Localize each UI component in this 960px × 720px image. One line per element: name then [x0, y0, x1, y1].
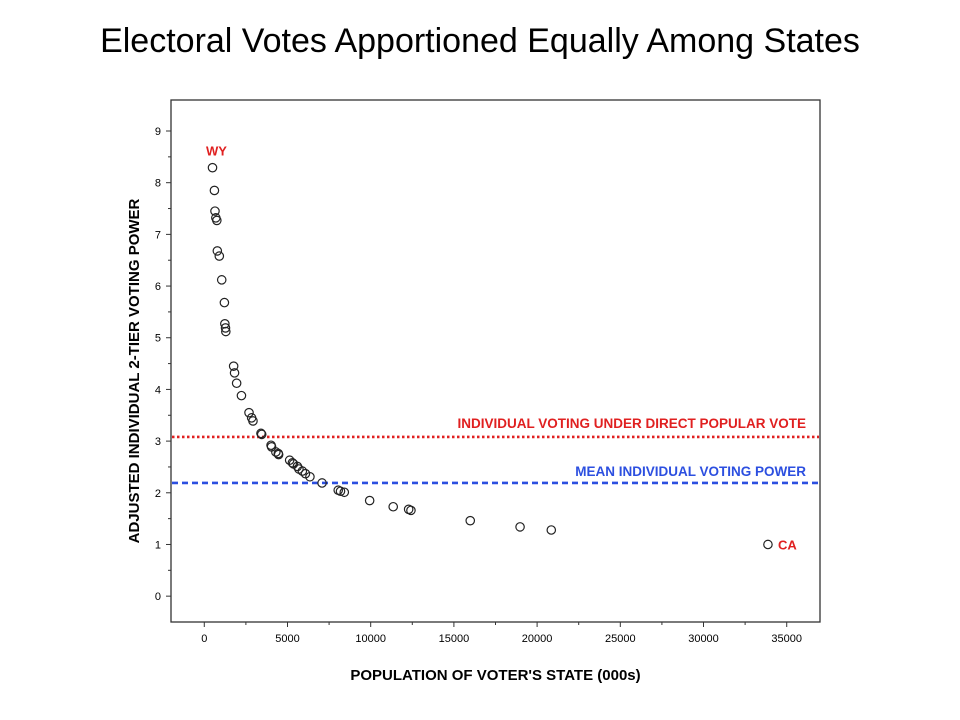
x-tick-label: 25000	[605, 633, 636, 645]
y-tick-label: 4	[155, 384, 161, 396]
y-tick-label: 8	[155, 178, 161, 190]
x-tick-label: 0	[201, 633, 207, 645]
data-point	[229, 368, 240, 378]
direct-popular-vote-label: INDIVIDUAL VOTING UNDER DIRECT POPULAR V…	[457, 416, 806, 431]
point-label-wy: WY	[206, 144, 227, 159]
x-tick-label: 5000	[275, 633, 299, 645]
data-point	[219, 297, 230, 308]
y-tick-label: 3	[155, 436, 161, 448]
data-point	[273, 449, 284, 460]
data-point	[220, 323, 231, 333]
y-tick-label: 0	[155, 591, 161, 603]
point-label-ca: CA	[778, 537, 797, 552]
data-point	[221, 326, 231, 337]
data-point	[335, 486, 346, 497]
data-point	[305, 471, 315, 482]
data-point	[256, 428, 266, 439]
data-point	[214, 251, 225, 261]
data-point	[763, 539, 773, 550]
data-point	[364, 495, 375, 506]
data-point	[244, 407, 254, 418]
y-tick-label: 5	[155, 333, 161, 345]
data-point	[231, 378, 242, 389]
x-tick-label: 30000	[688, 633, 719, 645]
data-point	[248, 416, 258, 426]
y-tick-label: 9	[155, 126, 161, 138]
data-point	[339, 487, 350, 498]
x-tick-label: 20000	[522, 633, 553, 645]
x-tick-label: 35000	[771, 633, 802, 645]
data-point	[207, 162, 218, 173]
data-point	[212, 215, 222, 226]
x-tick-label: 10000	[355, 633, 386, 645]
x-tick-label: 15000	[439, 633, 470, 645]
plot-frame	[170, 99, 821, 623]
data-point	[216, 275, 227, 285]
data-point	[465, 515, 476, 526]
y-tick-label: 6	[155, 281, 161, 293]
data-point	[228, 361, 239, 371]
data-point	[209, 185, 220, 196]
y-tick-label: 7	[155, 229, 161, 241]
data-point	[212, 246, 223, 256]
data-point	[406, 505, 416, 516]
data-point	[210, 206, 220, 216]
data-point	[297, 466, 308, 476]
data-point	[256, 429, 267, 440]
y-tick-label: 1	[155, 539, 161, 551]
y-tick-label: 2	[155, 488, 161, 500]
data-point	[271, 447, 281, 457]
mean-voting-power-label: MEAN INDIVIDUAL VOTING POWER	[575, 464, 806, 479]
slide-title: Electoral Votes Apportioned Equally Amon…	[100, 22, 860, 60]
data-point	[317, 478, 327, 488]
x-axis-title: POPULATION OF VOTER'S STATE (000s)	[350, 667, 640, 684]
y-axis-title: ADJUSTED INDIVIDUAL 2-TIER VOTING POWER	[126, 198, 143, 543]
data-point	[236, 390, 247, 401]
data-point	[515, 522, 525, 532]
data-point	[546, 525, 557, 535]
data-point	[388, 501, 399, 512]
